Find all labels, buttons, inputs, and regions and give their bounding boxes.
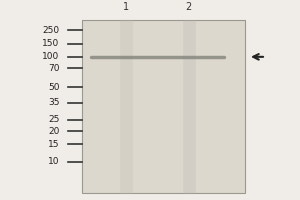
Text: 20: 20 <box>48 127 59 136</box>
Text: 10: 10 <box>48 157 59 166</box>
Text: 50: 50 <box>48 83 59 92</box>
Text: 1: 1 <box>123 2 129 12</box>
Text: 2: 2 <box>185 2 192 12</box>
Text: 25: 25 <box>48 115 59 124</box>
Text: 15: 15 <box>48 140 59 149</box>
FancyBboxPatch shape <box>82 20 245 193</box>
Text: 35: 35 <box>48 98 59 107</box>
Text: 150: 150 <box>42 39 59 48</box>
Text: 70: 70 <box>48 64 59 73</box>
Text: 100: 100 <box>42 52 59 61</box>
Text: 250: 250 <box>42 26 59 35</box>
